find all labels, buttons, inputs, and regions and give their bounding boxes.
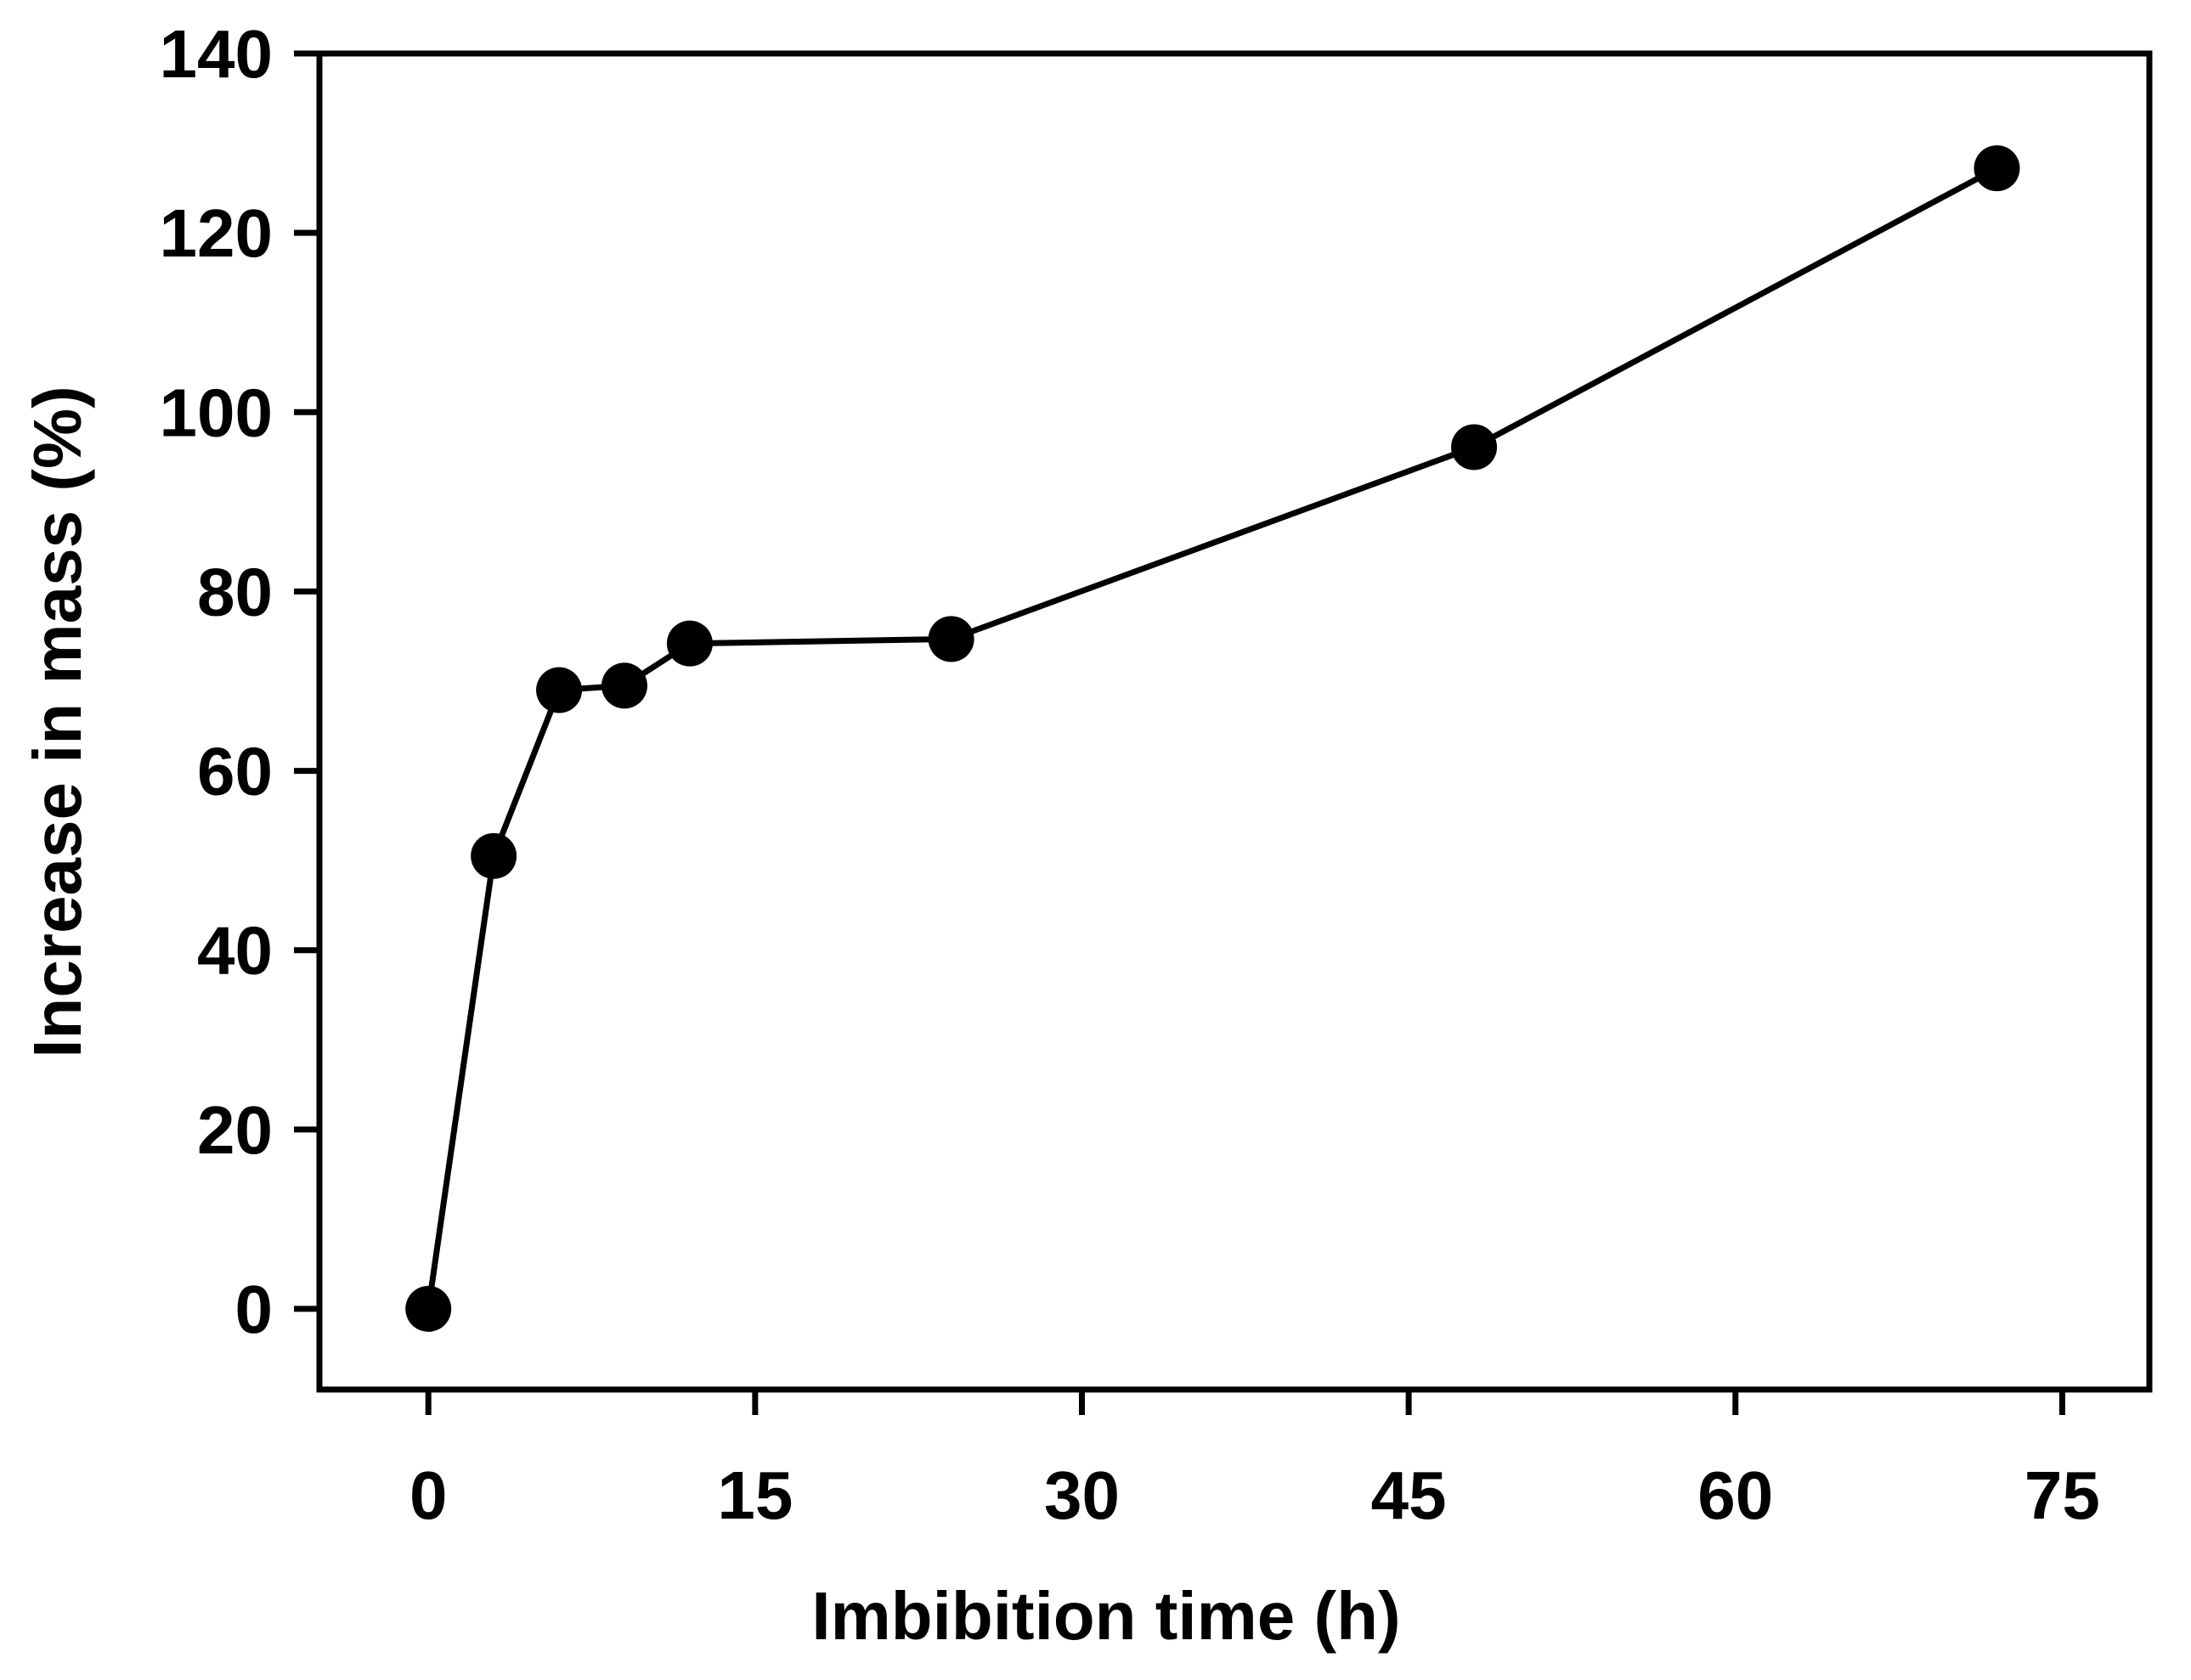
data-point [601, 662, 647, 709]
data-point [928, 616, 974, 662]
data-point [1974, 145, 2020, 192]
y-tick-label: 80 [197, 554, 273, 629]
y-tick-label: 140 [160, 16, 273, 92]
y-tick-label: 20 [197, 1092, 273, 1168]
x-tick-label: 60 [1697, 1457, 1773, 1533]
data-point [471, 832, 517, 879]
data-point [405, 1285, 452, 1332]
x-tick-label: 0 [409, 1457, 448, 1533]
x-axis-title: Imbibition time (h) [811, 1578, 1400, 1654]
y-axis-ticks: 0 20 40 60 80 100 120 140 [160, 16, 319, 1347]
data-point [1451, 424, 1498, 471]
y-tick-label: 60 [197, 734, 273, 809]
x-tick-label: 15 [717, 1457, 793, 1533]
data-point [666, 620, 713, 667]
x-tick-label: 45 [1371, 1457, 1447, 1533]
y-tick-label: 120 [160, 195, 273, 271]
x-tick-label: 30 [1044, 1457, 1120, 1533]
y-tick-label: 100 [160, 375, 273, 450]
series-layer [405, 145, 2020, 1332]
data-point [536, 667, 583, 713]
y-tick-label: 40 [197, 913, 273, 989]
y-axis-title: Increase in mass (%) [20, 386, 95, 1057]
plot-frame [316, 50, 2153, 1393]
y-tick-label: 0 [235, 1271, 274, 1347]
x-tick-label: 75 [2024, 1457, 2100, 1533]
x-axis-ticks: 0 15 30 45 60 75 [409, 1390, 2100, 1533]
series-line [425, 166, 1999, 1310]
